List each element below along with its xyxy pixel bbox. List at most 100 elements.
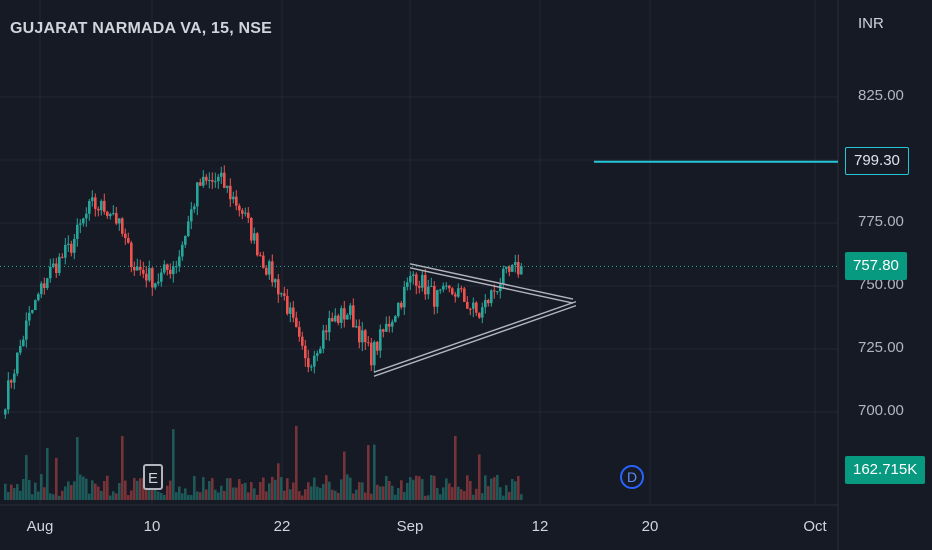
volume-bar bbox=[97, 486, 100, 500]
volume-bar bbox=[481, 493, 484, 500]
volume-bar bbox=[421, 479, 424, 500]
volume-bar bbox=[292, 482, 295, 500]
candle-body bbox=[148, 268, 151, 281]
volume-bar bbox=[385, 475, 388, 500]
candle-body bbox=[250, 218, 253, 241]
candle-body bbox=[283, 293, 286, 296]
volume-bar bbox=[406, 482, 409, 500]
candle-body bbox=[463, 288, 466, 302]
volume-bar bbox=[133, 478, 136, 500]
volume-bar bbox=[226, 478, 229, 500]
dividend-marker[interactable]: D bbox=[620, 465, 644, 489]
candle-body bbox=[127, 238, 130, 243]
volume-bar bbox=[22, 478, 25, 500]
candle-body bbox=[325, 330, 328, 333]
candle-body bbox=[253, 233, 256, 241]
candle-body bbox=[502, 268, 505, 285]
volume-bar bbox=[91, 480, 94, 500]
candle-body bbox=[145, 273, 148, 281]
candle-body bbox=[142, 269, 145, 274]
candle-body bbox=[445, 285, 448, 287]
volume-bar bbox=[196, 491, 199, 500]
candle-body bbox=[256, 233, 259, 256]
volume-bar bbox=[253, 488, 256, 500]
candle-body bbox=[382, 329, 385, 332]
alert-price-tag[interactable]: 799.30 bbox=[845, 147, 909, 175]
candle-body bbox=[352, 305, 355, 328]
candle-body bbox=[85, 213, 88, 219]
candle-body bbox=[262, 255, 265, 268]
volume-bar bbox=[295, 425, 298, 500]
candle-body bbox=[76, 224, 79, 239]
volume-bar bbox=[403, 492, 406, 500]
earnings-marker[interactable]: E bbox=[143, 464, 163, 490]
volume-tag: 162.715K bbox=[845, 456, 926, 484]
symbol-title[interactable]: GUJARAT NARMADA VA, 15, NSE bbox=[10, 20, 273, 37]
volume-bar bbox=[517, 476, 520, 500]
volume-bar bbox=[439, 494, 442, 500]
candle-body bbox=[244, 212, 247, 214]
price-tick: 825.00 bbox=[858, 87, 904, 104]
volume-bar bbox=[277, 463, 280, 500]
volume-bar bbox=[325, 475, 328, 500]
candle-body bbox=[268, 261, 271, 275]
volume-bar bbox=[499, 487, 502, 500]
candle-body bbox=[415, 274, 418, 286]
candle-body bbox=[229, 185, 232, 200]
volume-bar bbox=[109, 495, 112, 500]
candle-body bbox=[493, 290, 496, 292]
candle-body bbox=[46, 278, 49, 288]
volume-bar bbox=[334, 490, 337, 500]
volume-bar bbox=[55, 457, 58, 500]
candle-body bbox=[391, 321, 394, 327]
volume-bar bbox=[112, 491, 115, 500]
triangle-pattern-drawing[interactable] bbox=[373, 263, 577, 377]
volume-bar bbox=[487, 486, 490, 500]
candle-body bbox=[361, 330, 364, 343]
volume-bar bbox=[205, 489, 208, 500]
candle-body bbox=[349, 305, 352, 315]
volume-bar bbox=[391, 485, 394, 500]
date-tick: 20 bbox=[641, 518, 659, 535]
volume-bar bbox=[85, 478, 88, 500]
volume-bar bbox=[484, 475, 487, 500]
candle-body bbox=[313, 355, 316, 367]
volume-bar bbox=[397, 488, 400, 500]
candle-body bbox=[328, 318, 331, 333]
candle-body bbox=[172, 266, 175, 275]
volume-bar bbox=[199, 492, 202, 500]
volume-bar bbox=[256, 494, 259, 500]
volume-bar bbox=[52, 494, 55, 500]
volume-bar bbox=[121, 436, 124, 500]
volume-bar bbox=[436, 488, 439, 500]
volume-bar bbox=[241, 483, 244, 500]
volume-bar bbox=[184, 488, 187, 500]
candle-body bbox=[40, 283, 43, 295]
candle-body bbox=[346, 314, 349, 320]
volume-bar bbox=[172, 429, 175, 500]
volume-bar bbox=[13, 488, 16, 500]
volume-bar bbox=[283, 490, 286, 500]
volume-bar bbox=[442, 487, 445, 500]
volume-bar bbox=[286, 478, 289, 500]
volume-bar bbox=[373, 444, 376, 500]
candle-body bbox=[121, 218, 124, 234]
candle-body bbox=[226, 185, 229, 188]
volume-bar bbox=[496, 474, 499, 500]
candle-body bbox=[280, 293, 283, 295]
currency-label[interactable]: INR bbox=[858, 15, 884, 32]
candle-body bbox=[103, 200, 106, 212]
volume-bar bbox=[58, 495, 61, 500]
candle-body bbox=[406, 282, 409, 287]
candle-body bbox=[430, 285, 433, 287]
volume-bar bbox=[514, 481, 517, 500]
candle-body bbox=[358, 326, 361, 343]
candle-body bbox=[58, 256, 61, 274]
date-tick: Aug bbox=[26, 518, 54, 535]
candle-body bbox=[88, 201, 91, 214]
volume-bar bbox=[244, 482, 247, 500]
volume-bar bbox=[367, 445, 370, 500]
candle-body bbox=[265, 267, 268, 275]
volume-bar bbox=[409, 477, 412, 500]
